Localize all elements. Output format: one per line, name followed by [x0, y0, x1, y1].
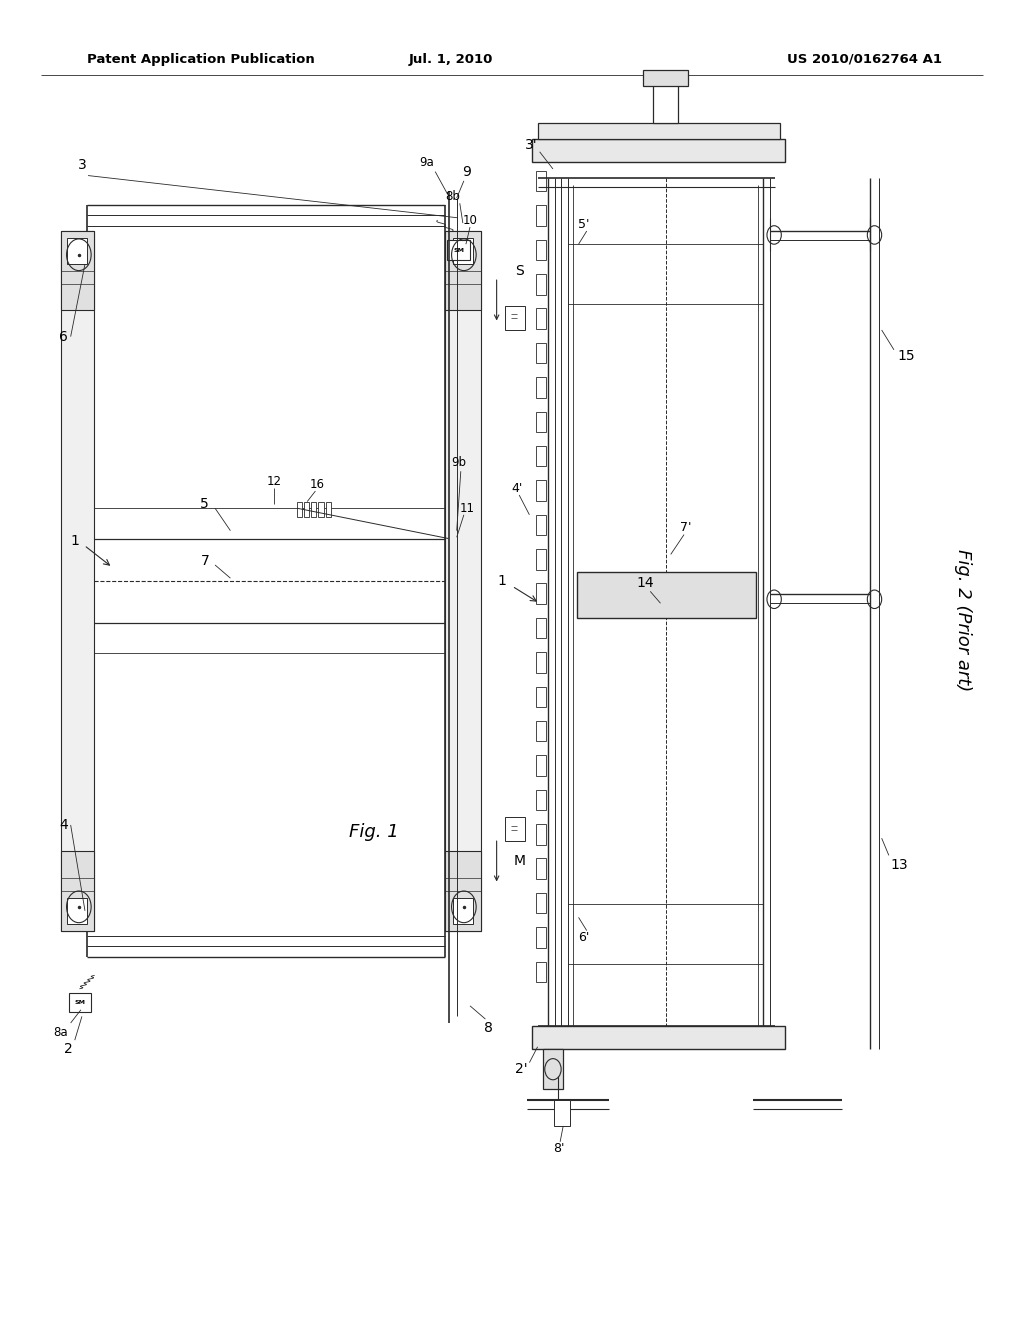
- Bar: [61, 851, 94, 931]
- Text: SM: SM: [75, 1001, 85, 1005]
- Bar: [536, 961, 546, 982]
- Text: US 2010/0162764 A1: US 2010/0162764 A1: [787, 53, 942, 66]
- Bar: [61, 231, 94, 931]
- Text: 5': 5': [578, 218, 590, 231]
- Bar: [536, 618, 546, 639]
- Bar: [536, 858, 546, 879]
- Bar: [536, 343, 546, 363]
- Bar: [554, 1100, 570, 1126]
- Bar: [447, 240, 470, 260]
- Bar: [536, 480, 546, 500]
- Bar: [536, 927, 546, 948]
- Text: 3: 3: [78, 158, 86, 172]
- Bar: [445, 231, 481, 931]
- Bar: [532, 1026, 785, 1049]
- Bar: [536, 309, 546, 329]
- Bar: [69, 993, 91, 1012]
- Bar: [536, 240, 546, 260]
- Bar: [297, 502, 302, 517]
- Text: 16: 16: [310, 478, 325, 491]
- Bar: [653, 83, 678, 123]
- Text: Jul. 1, 2010: Jul. 1, 2010: [409, 53, 493, 66]
- Text: 2: 2: [65, 1043, 73, 1056]
- Bar: [536, 686, 546, 708]
- Bar: [536, 583, 546, 605]
- Text: Patent Application Publication: Patent Application Publication: [87, 53, 314, 66]
- Bar: [536, 275, 546, 294]
- Bar: [505, 817, 525, 841]
- Bar: [326, 502, 331, 517]
- Text: 9: 9: [463, 165, 471, 178]
- Text: 1: 1: [71, 535, 79, 548]
- Bar: [536, 652, 546, 673]
- Text: 5: 5: [201, 498, 209, 511]
- Text: 2': 2': [515, 1063, 527, 1076]
- Text: SM: SM: [454, 248, 464, 252]
- Bar: [536, 824, 546, 845]
- Text: 13: 13: [891, 858, 908, 871]
- Bar: [643, 70, 688, 86]
- Bar: [67, 238, 87, 264]
- Bar: [543, 1049, 563, 1089]
- Text: 7': 7': [680, 521, 692, 535]
- Bar: [536, 206, 546, 226]
- Bar: [536, 446, 546, 466]
- Bar: [304, 502, 309, 517]
- Text: 12: 12: [267, 475, 282, 488]
- Text: Fig. 1: Fig. 1: [349, 822, 398, 841]
- Bar: [536, 755, 546, 776]
- Bar: [445, 851, 481, 931]
- Bar: [536, 412, 546, 432]
- Bar: [577, 572, 756, 618]
- Text: 1: 1: [498, 574, 506, 587]
- Text: 8b: 8b: [445, 190, 460, 203]
- Bar: [536, 378, 546, 397]
- Bar: [505, 306, 525, 330]
- Text: 14: 14: [636, 577, 654, 590]
- Text: 3': 3': [525, 139, 538, 152]
- Bar: [536, 172, 546, 191]
- Bar: [311, 502, 316, 517]
- Bar: [536, 892, 546, 913]
- Text: 8: 8: [484, 1022, 493, 1035]
- Bar: [538, 123, 780, 139]
- Bar: [318, 502, 324, 517]
- Bar: [536, 515, 546, 535]
- Bar: [453, 898, 473, 924]
- Text: 9a: 9a: [420, 156, 434, 169]
- Text: 8a: 8a: [53, 1026, 68, 1039]
- Text: 15: 15: [897, 350, 914, 363]
- Text: M: M: [513, 854, 525, 867]
- Bar: [67, 898, 87, 924]
- Text: 8': 8': [553, 1142, 564, 1155]
- Text: 11: 11: [460, 502, 474, 515]
- Bar: [445, 231, 481, 310]
- Bar: [532, 139, 785, 162]
- Bar: [61, 231, 94, 310]
- Text: 7: 7: [201, 554, 209, 568]
- Text: Fig. 2 (Prior art): Fig. 2 (Prior art): [953, 549, 972, 692]
- Bar: [453, 238, 473, 264]
- Bar: [536, 549, 546, 569]
- Text: 4': 4': [511, 482, 523, 495]
- Text: 6: 6: [59, 330, 68, 343]
- Text: 10: 10: [463, 214, 477, 227]
- Text: 9b: 9b: [452, 455, 466, 469]
- Text: 6': 6': [578, 931, 590, 944]
- Text: 4: 4: [59, 818, 68, 832]
- Bar: [536, 789, 546, 810]
- Text: S: S: [515, 264, 523, 277]
- Bar: [536, 721, 546, 742]
